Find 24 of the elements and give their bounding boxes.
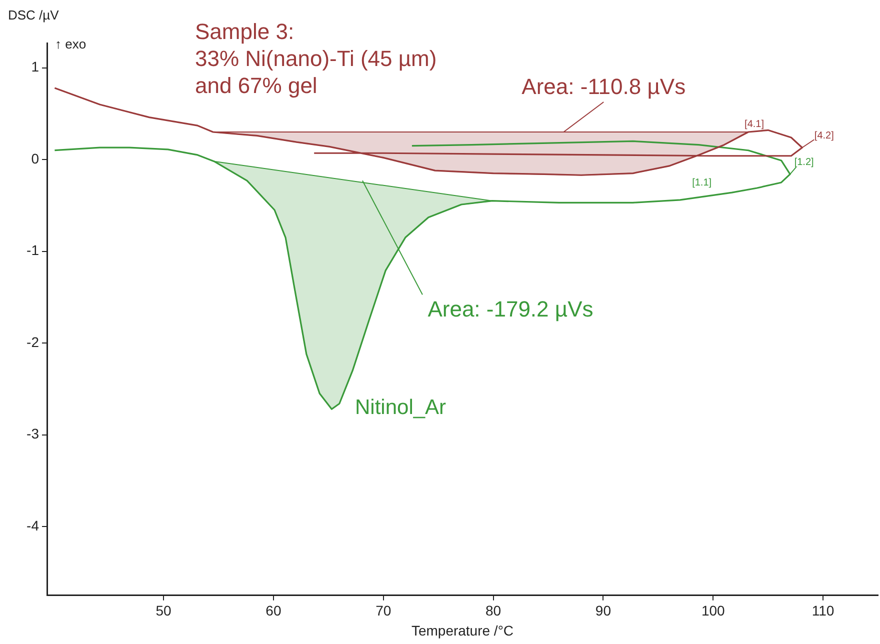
x-axis-title: Temperature /°C (411, 622, 514, 638)
x-tick-label: 60 (266, 602, 282, 619)
x-tick-label: 80 (485, 602, 502, 619)
x-tick-label: 70 (376, 602, 392, 619)
y-tick-label: -4 (26, 517, 40, 534)
y-tick-label: -1 (26, 242, 40, 258)
series-label: Nitinol_Ar (355, 396, 446, 419)
x-tick-label: 50 (156, 602, 172, 619)
annotation: [4.1] (744, 118, 764, 130)
y-tick-label: -2 (26, 334, 40, 350)
x-tick-label: 90 (595, 602, 612, 619)
annotation: [1.2] (794, 156, 814, 168)
annotation: [4.2] (814, 130, 834, 142)
annotation: Area: -179.2 µVs (428, 296, 594, 322)
annotation: [1.1] (692, 177, 712, 188)
annotation: Area: -110.8 µVs (522, 74, 686, 100)
y-axis-title: DSC /µV (8, 8, 60, 23)
y-tick-label: 1 (31, 58, 40, 75)
x-tick-label: 100 (701, 602, 726, 619)
x-tick-label: 110 (812, 602, 834, 619)
series-label: Sample 3: 33% Ni(nano)-Ti (45 µm) and 67% gel (195, 19, 437, 98)
annotation: ↑ exo (55, 36, 86, 52)
y-tick-label: -3 (26, 426, 40, 442)
y-tick-label: 0 (31, 150, 40, 166)
